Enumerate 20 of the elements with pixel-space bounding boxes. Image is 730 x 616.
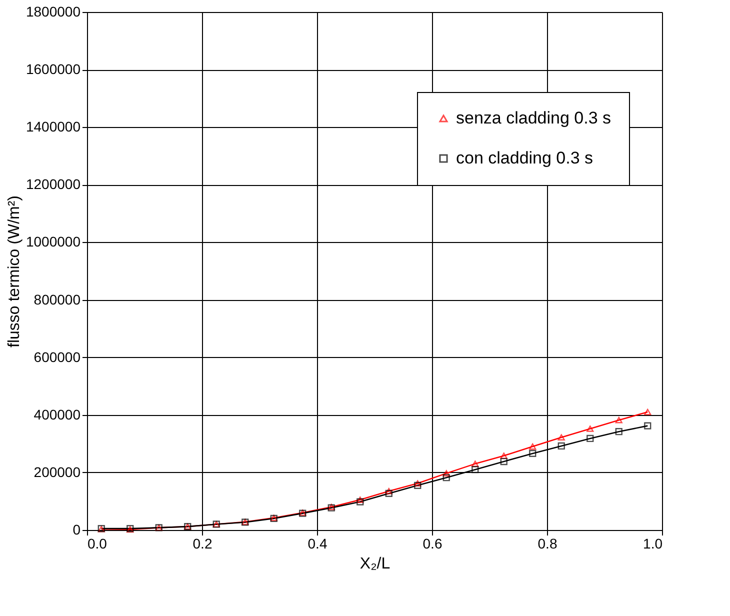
x-tick-label: 0.2 bbox=[192, 536, 212, 552]
x-axis-title: X₂/L bbox=[360, 556, 390, 572]
x-tick-label: 0.6 bbox=[422, 536, 442, 552]
y-tick-label: 1200000 bbox=[26, 176, 81, 192]
x-tick-label: 0.8 bbox=[538, 536, 558, 552]
y-tick-label: 200000 bbox=[34, 464, 81, 480]
y-axis-title: flusso termico (W/m²) bbox=[6, 196, 23, 348]
y-tick-label: 0 bbox=[72, 522, 81, 538]
y-tick-label: 400000 bbox=[34, 406, 81, 422]
x-tick-label: 0.4 bbox=[308, 536, 328, 552]
y-tick-label: 800000 bbox=[34, 291, 81, 308]
legend-label: con cladding 0.3 s bbox=[456, 148, 594, 168]
y-tick-label: 1600000 bbox=[26, 61, 81, 78]
legend-label: senza cladding 0.3 s bbox=[456, 108, 611, 128]
y-tick-label: 1000000 bbox=[26, 234, 81, 250]
y-tick-label: 1800000 bbox=[26, 4, 81, 20]
y-tick-label: 600000 bbox=[34, 348, 81, 365]
y-tick-label: 1400000 bbox=[26, 118, 81, 135]
x-tick-label: 0.0 bbox=[88, 536, 108, 552]
x-tick-label: 1.0 bbox=[643, 536, 663, 552]
